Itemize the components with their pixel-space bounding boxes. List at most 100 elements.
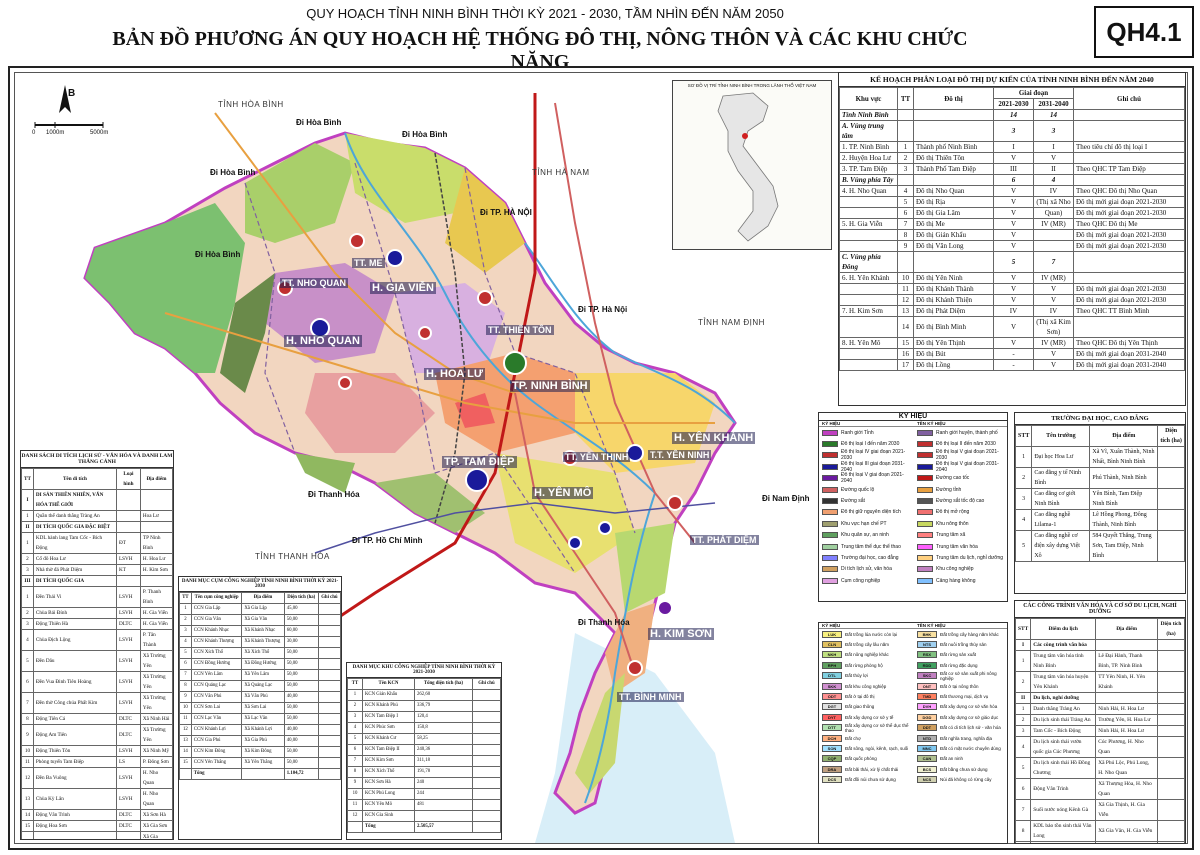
heritage-cell: LSVH (115, 650, 141, 672)
province-label-hoa-binh: TỈNH HÒA BÌNH (218, 100, 284, 109)
landuse-code: DDT (917, 724, 937, 732)
heritage-cell: 6 (21, 671, 34, 693)
heritage-grid: TT Tên di tích Loại hình Địa điểm I DI SẢN T… (21, 468, 173, 839)
industrial-cell (241, 768, 285, 780)
legend-item-label: Đô thị loại V giai đoạn 2021-2030 (936, 449, 999, 462)
classification-row: A. Vùng trung tâm 3 3 (839, 120, 1185, 142)
kcn-cell: 3 (347, 711, 363, 723)
industrial-row: 9 CCN Văn Phú Xã Văn Phú 40,00 (179, 691, 341, 703)
landuse-code: BCS (917, 765, 937, 773)
landuse-item: CAN Đất an ninh (914, 754, 1007, 764)
industrial-cell: CCN Kim Đông (190, 746, 243, 758)
town-label-yen-thinh: TT. YÊN THỊNH (563, 452, 631, 462)
landuse-item-label: Đất khu công nghiệp (845, 683, 887, 689)
classification-cell: 13 (897, 305, 914, 317)
heritage-cell: P. Đông Sơn (139, 756, 173, 768)
university-row: 3 Cao đẳng cơ giới Ninh Bình Yên Bình, Tam… (1015, 488, 1185, 510)
industrial-cell: CCN Gia Phú (190, 735, 243, 747)
landuse-item: TMD Đất thương mại, dịch vụ (914, 691, 1007, 701)
industrial-title: DANH MỤC CỤM CÔNG NGHIỆP TỈNH NINH BÌNH … (179, 577, 341, 592)
university-cell (1157, 509, 1185, 531)
heritage-cell: 9 (21, 724, 34, 746)
classification-row: Tỉnh Ninh Bình 14 14 (839, 109, 1185, 121)
north-arrow (34, 85, 104, 128)
classification-cell: 2. Huyện Hoa Lư (839, 152, 898, 164)
legend-item-label: Đô thị loại III giai đoạn 2031-2040 (841, 460, 905, 473)
legend-item: Khu vực hạn chế PT (819, 518, 914, 529)
kcn-cell: 6 (347, 744, 363, 756)
heritage-row: 15 Động Hoa Sơn DLTC Xã Gia Sơn (21, 820, 173, 832)
classification-row: 2. Huyện Hoa Lư 2 Đô thị Thiên Tôn V V (839, 152, 1185, 164)
legend-symbol (822, 577, 838, 584)
industrial-cell: 2 (179, 614, 192, 626)
tourism-row: 4 Du lịch sinh thái vườn quốc gia Cúc Phư… (1015, 736, 1185, 758)
header-tt: TT (897, 87, 914, 110)
classification-cell: V (993, 240, 1034, 252)
classification-cell: - (993, 359, 1034, 371)
landuse-code: NKH (822, 651, 842, 659)
heritage-cell: 8 (21, 713, 34, 725)
tourism-cell: Tam Cốc - Bích Động (1030, 725, 1097, 737)
heritage-row: III DI TÍCH QUỐC GIA (21, 575, 173, 587)
landuse-code: RPH (822, 661, 842, 669)
heritage-cell: TP Ninh Bình (139, 532, 173, 554)
classification-cell: IV (1033, 305, 1074, 317)
legend-symbol (917, 452, 933, 459)
legend-symbol (822, 475, 838, 482)
urban-centers[interactable] (277, 233, 683, 676)
heritage-table: DANH SÁCH DI TÍCH LỊCH SỬ - VĂN HÓA VÀ D… (20, 450, 174, 840)
kcn-title: DANH MỤC KHU CÔNG NGHIỆP TỈNH NINH BÌNH … (347, 663, 501, 678)
heritage-cell: LSVH (115, 767, 141, 789)
tourism-cell (1157, 841, 1185, 843)
university-cell: 1 (1015, 446, 1033, 468)
legend-item: Trung tâm thể dục thể thao (819, 541, 914, 552)
landuse-code: SKK (822, 682, 842, 690)
classification-cell: Đô thị Phát Diệm (913, 305, 994, 317)
heritage-cell: Xã Gia Sơn (139, 820, 173, 832)
kcn-cell: KCN Phúc Sơn (361, 722, 416, 734)
classification-cell (1073, 272, 1185, 284)
urban-marker-ninh-binh (503, 351, 527, 375)
legend-symbol (917, 441, 933, 448)
direction-label: Đi Hòa Bình (195, 250, 241, 259)
heritage-row: II DI TÍCH QUỐC GIA ĐẶC BIỆT (21, 521, 173, 533)
heritage-cell (115, 489, 141, 511)
classification-cell: IV (1033, 185, 1074, 197)
university-cell: Đại học Hoa Lư (1031, 446, 1091, 468)
heritage-row: 1 Đền Thái Vi LSVH P. Thanh Bình (21, 586, 173, 608)
legend-item-label: Cảng hàng không (936, 577, 976, 584)
tourism-cell: Động Vân Trình (1030, 778, 1097, 800)
kcn-cell: KCN Kim Sơn (361, 755, 416, 767)
minimap-caption: SƠ ĐỒ VỊ TRÍ TỈNH NINH BÌNH TRONG LÃNH T… (687, 83, 817, 88)
landuse-item-label: Đất rừng sản xuất (940, 652, 977, 658)
landuse-item-label: Đất ở tại đô thị (845, 694, 875, 700)
industrial-cell (317, 669, 341, 681)
classification-cell: Đô thị mới giai đoạn 2021-2030 (1073, 294, 1185, 306)
landuse-code: LUK (822, 630, 842, 638)
heritage-cell: 2 (21, 607, 34, 619)
classification-cell: - (993, 348, 1034, 360)
tourism-cell (1157, 671, 1185, 693)
legend-item: Cảng hàng không (914, 575, 1007, 586)
kcn-row: 6 KCN Tam Điệp II 240,36 (347, 744, 501, 756)
heritage-cell: Nhà thờ đá Phát Diệm (32, 564, 117, 576)
tourism-cell (1157, 714, 1185, 726)
heritage-cell: Xã Trường Yên (139, 650, 173, 672)
tourism-cell (1157, 757, 1185, 779)
tourism-row: 2 Trung tâm văn hóa huyện Yên Khánh TT Yên… (1015, 671, 1185, 693)
kcn-cell: KCN Xích Thổ (361, 766, 416, 778)
legend-item-label: Khu quân sự, an ninh (841, 532, 889, 539)
province-label-thanh-hoa: TỈNH THANH HÓA (255, 552, 330, 561)
classification-cell: Theo QHC Đô thị Yên Thịnh (1073, 337, 1185, 349)
tourism-cell: Lê Đại Hành, Thanh Bình, TP. Ninh Bình (1095, 650, 1159, 672)
industrial-cell: 4 (179, 636, 192, 648)
legend-item: Trung tâm văn hóa (914, 541, 1007, 552)
legend-item: Đường sắt tốc độ cao (914, 495, 1007, 506)
heritage-row: 11 Phòng tuyến Tam Điệp LS P. Đông Sơn (21, 756, 173, 768)
industrial-cell: CCN Gia Vân (190, 614, 243, 626)
industrial-header: Tên cụm công nghiệp (190, 592, 243, 604)
university-cell: Yên Bình, Tam Điệp Ninh Bình (1089, 488, 1159, 510)
industrial-cell: CCN Đồng Hướng (190, 658, 243, 670)
university-cell: 4 (1015, 509, 1033, 531)
classification-cell (839, 196, 898, 208)
